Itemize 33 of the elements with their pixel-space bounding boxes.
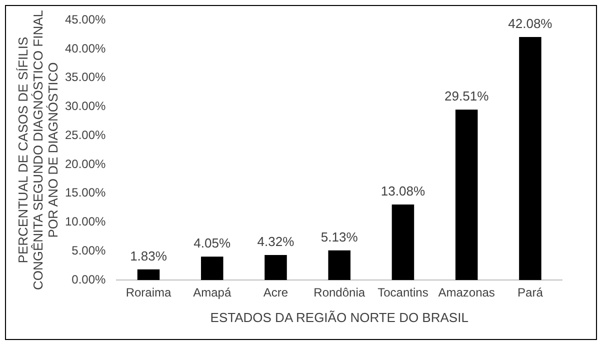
data-label: 13.08% bbox=[380, 184, 426, 199]
y-tick-label: 30.00% bbox=[64, 99, 106, 114]
x-tick-label: Tocantins bbox=[378, 286, 428, 300]
x-axis-title: ESTADOS DA REGIÃO NORTE DO BRASIL bbox=[210, 310, 468, 325]
y-tick-label: 10.00% bbox=[64, 214, 106, 229]
x-tick-label: Amapá bbox=[193, 286, 232, 300]
y-tick-label: 45.00% bbox=[64, 12, 106, 27]
bar bbox=[200, 256, 224, 280]
x-tick-label: Rondônia bbox=[314, 286, 366, 300]
x-tick-label: Acre bbox=[263, 286, 288, 300]
y-axis-title: PERCENTUAL DE CASOS DE SÍFILIS CONGÊNITA SEGUNDO DIAGNÓSTICO FINAL POR ANO DE DIAGNÓSTICO bbox=[16, 9, 60, 292]
y-tick-label: 20.00% bbox=[64, 156, 106, 171]
y-tick-label: 40.00% bbox=[64, 41, 106, 56]
x-tick-label: Roraima bbox=[126, 286, 172, 300]
data-label: 4.05% bbox=[194, 236, 231, 251]
y-tick-label: 0.00% bbox=[72, 272, 106, 286]
x-tick-label: Amazonas bbox=[438, 286, 495, 300]
data-label: 5.13% bbox=[320, 229, 358, 244]
data-label: 29.51% bbox=[444, 88, 490, 104]
bar bbox=[519, 37, 542, 280]
bar bbox=[392, 204, 414, 280]
bar bbox=[455, 110, 478, 280]
y-tick-label: 15.00% bbox=[64, 186, 106, 200]
data-label: 1.83% bbox=[130, 248, 168, 264]
y-tick-label: 5.00% bbox=[72, 243, 106, 258]
bar bbox=[328, 250, 350, 280]
y-tick-label: 25.00% bbox=[64, 128, 106, 142]
bar bbox=[264, 255, 287, 280]
y-tick-label: 35.00% bbox=[64, 70, 106, 84]
data-label: 4.32% bbox=[257, 234, 295, 250]
data-label: 42.08% bbox=[508, 16, 553, 32]
x-tick-label: Pará bbox=[518, 286, 544, 300]
bar bbox=[137, 269, 160, 280]
